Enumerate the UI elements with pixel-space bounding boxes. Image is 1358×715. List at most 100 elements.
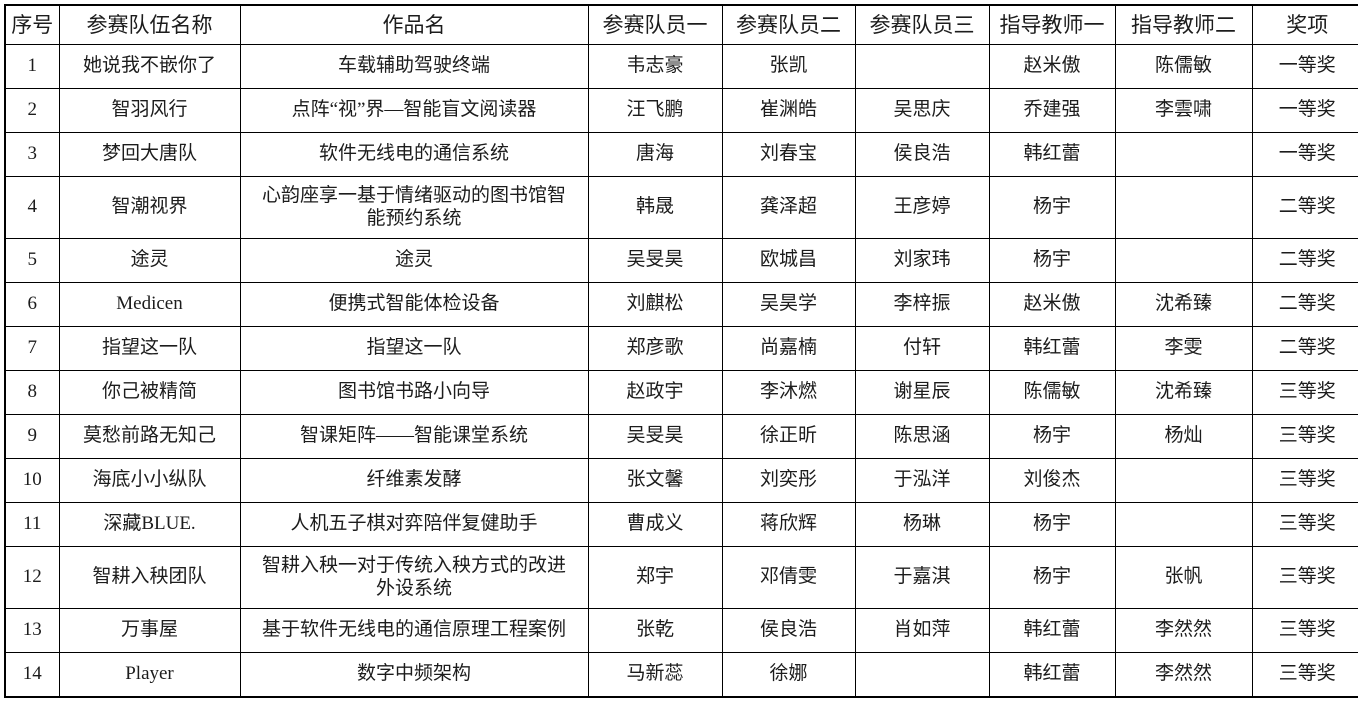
cell-team: Player	[58, 652, 241, 697]
column-header-team: 参赛队伍名称	[58, 4, 241, 45]
cell-award: 一等奖	[1251, 44, 1358, 89]
cell-seq: 2	[4, 88, 60, 133]
cell-member-1: 吴旻昊	[587, 414, 723, 459]
cell-member-1: 张乾	[587, 608, 723, 653]
cell-member-1: 唐海	[587, 132, 723, 177]
cell-award: 一等奖	[1251, 88, 1358, 133]
cell-advisor-2: 李然然	[1114, 652, 1253, 697]
cell-member-3: 侯良浩	[854, 132, 990, 177]
cell-award: 二等奖	[1251, 326, 1358, 371]
cell-seq: 1	[4, 44, 60, 89]
cell-member-1: 郑彦歌	[587, 326, 723, 371]
cell-member-1: 赵政宇	[587, 370, 723, 415]
cell-member-1: 郑宇	[587, 546, 723, 609]
cell-work: 途灵	[239, 238, 589, 283]
cell-advisor-2	[1114, 238, 1253, 283]
cell-advisor-1: 韩红蕾	[988, 652, 1116, 697]
cell-advisor-1: 刘俊杰	[988, 458, 1116, 503]
cell-team: 海底小小纵队	[58, 458, 241, 503]
cell-advisor-2	[1114, 176, 1253, 239]
cell-member-3: 付轩	[854, 326, 990, 371]
cell-advisor-1: 陈儒敏	[988, 370, 1116, 415]
cell-work: 心韵座享一基于情绪驱动的图书馆智 能预约系统	[239, 176, 589, 239]
table-row: 3 梦回大唐队 软件无线电的通信系统 唐海 刘春宝 侯良浩 韩红蕾 一等奖	[4, 132, 1358, 177]
column-header-work: 作品名	[239, 4, 589, 45]
cell-team: 途灵	[58, 238, 241, 283]
cell-advisor-1: 乔建强	[988, 88, 1116, 133]
cell-advisor-1: 杨宇	[988, 502, 1116, 547]
work-name-line-1: 心韵座享一基于情绪驱动的图书馆智	[261, 185, 566, 207]
cell-member-2: 刘奕彤	[721, 458, 856, 503]
work-name-line-1: 智耕入秧一对于传统入秧方式的改进	[261, 555, 566, 577]
cell-member-2: 欧城昌	[721, 238, 856, 283]
cell-member-2: 邓倩雯	[721, 546, 856, 609]
table-row: 9 莫愁前路无知己 智课矩阵——智能课堂系统 吴旻昊 徐正昕 陈思涵 杨宇 杨灿 三等奖	[4, 414, 1358, 459]
cell-award: 三等奖	[1251, 502, 1358, 547]
column-header-member-2: 参赛队员二	[721, 4, 856, 45]
cell-seq: 14	[4, 652, 60, 697]
cell-team: 万事屋	[58, 608, 241, 653]
cell-work: 软件无线电的通信系统	[239, 132, 589, 177]
cell-member-2: 徐正昕	[721, 414, 856, 459]
cell-member-2: 龚泽超	[721, 176, 856, 239]
cell-seq: 13	[4, 608, 60, 653]
cell-team: 智耕入秧团队	[58, 546, 241, 609]
column-header-advisor-1: 指导教师一	[988, 4, 1116, 45]
table-row: 1 她说我不嵌你了 车载辅助驾驶终端 韦志豪 张凯 赵米傲 陈儒敏 一等奖	[4, 44, 1358, 89]
cell-member-3: 陈思涵	[854, 414, 990, 459]
table-row: 2 智羽风行 点阵“视”界—智能盲文阅读器 汪飞鹏 崔渊皓 吴思庆 乔建强 李雲啸 一等奖	[4, 88, 1358, 133]
cell-advisor-2	[1114, 502, 1253, 547]
cell-award: 三等奖	[1251, 414, 1358, 459]
cell-seq: 7	[4, 326, 60, 371]
cell-work: 指望这一队	[239, 326, 589, 371]
cell-member-2: 李沐燃	[721, 370, 856, 415]
table-row: 7 指望这一队 指望这一队 郑彦歌 尚嘉楠 付轩 韩红蕾 李雯 二等奖	[4, 326, 1358, 371]
table-body: 1 她说我不嵌你了 车载辅助驾驶终端 韦志豪 张凯 赵米傲 陈儒敏 一等奖 2 智羽风行 点阵“视”…	[4, 44, 1358, 697]
cell-work: 人机五子棋对弈陪伴复健助手	[239, 502, 589, 547]
cell-award: 三等奖	[1251, 370, 1358, 415]
cell-work: 智耕入秧一对于传统入秧方式的改进 外设系统	[239, 546, 589, 609]
cell-award: 三等奖	[1251, 546, 1358, 609]
cell-member-3: 刘家玮	[854, 238, 990, 283]
column-header-member-1: 参赛队员一	[587, 4, 723, 45]
cell-team: 智羽风行	[58, 88, 241, 133]
cell-team: 你己被精简	[58, 370, 241, 415]
cell-advisor-1: 韩红蕾	[988, 608, 1116, 653]
cell-advisor-2	[1114, 132, 1253, 177]
cell-seq: 11	[4, 502, 60, 547]
cell-award: 二等奖	[1251, 238, 1358, 283]
column-header-award: 奖项	[1251, 4, 1358, 45]
cell-seq: 10	[4, 458, 60, 503]
cell-member-3: 吴思庆	[854, 88, 990, 133]
cell-member-3	[854, 652, 990, 697]
cell-advisor-1: 韩红蕾	[988, 326, 1116, 371]
cell-work: 车载辅助驾驶终端	[239, 44, 589, 89]
table-row: 13 万事屋 基于软件无线电的通信原理工程案例 张乾 侯良浩 肖如萍 韩红蕾 李然然 三等奖	[4, 608, 1358, 653]
cell-team: Medicen	[58, 282, 241, 327]
cell-seq: 8	[4, 370, 60, 415]
table-header: 序号 参赛队伍名称 作品名 参赛队员一 参赛队员二 参赛队员三 指导教师一 指导…	[4, 4, 1358, 45]
cell-member-1: 汪飞鹏	[587, 88, 723, 133]
cell-seq: 9	[4, 414, 60, 459]
table-row: 4 智潮视界 心韵座享一基于情绪驱动的图书馆智 能预约系统 韩晟 龚泽超 王彦婷 杨宇 二等奖	[4, 176, 1358, 239]
cell-award: 二等奖	[1251, 176, 1358, 239]
cell-team: 智潮视界	[58, 176, 241, 239]
cell-advisor-1: 杨宇	[988, 414, 1116, 459]
cell-award: 一等奖	[1251, 132, 1358, 177]
cell-member-3: 于嘉淇	[854, 546, 990, 609]
table-row: 12 智耕入秧团队 智耕入秧一对于传统入秧方式的改进 外设系统 郑宇 邓倩雯 于嘉淇 杨宇 张帆…	[4, 546, 1358, 609]
cell-team: 梦回大唐队	[58, 132, 241, 177]
cell-seq: 6	[4, 282, 60, 327]
table-row: 6 Medicen 便携式智能体检设备 刘麒松 吴昊学 李梓振 赵米傲 沈希臻 二等奖	[4, 282, 1358, 327]
cell-member-3: 肖如萍	[854, 608, 990, 653]
cell-member-3: 于泓洋	[854, 458, 990, 503]
cell-member-1: 韦志豪	[587, 44, 723, 89]
cell-advisor-1: 杨宇	[988, 176, 1116, 239]
cell-work: 图书馆书路小向导	[239, 370, 589, 415]
cell-member-3: 王彦婷	[854, 176, 990, 239]
table-row: 5 途灵 途灵 吴旻昊 欧城昌 刘家玮 杨宇 二等奖	[4, 238, 1358, 283]
cell-advisor-2: 杨灿	[1114, 414, 1253, 459]
cell-advisor-2: 陈儒敏	[1114, 44, 1253, 89]
cell-member-2: 吴昊学	[721, 282, 856, 327]
cell-member-3: 杨琳	[854, 502, 990, 547]
